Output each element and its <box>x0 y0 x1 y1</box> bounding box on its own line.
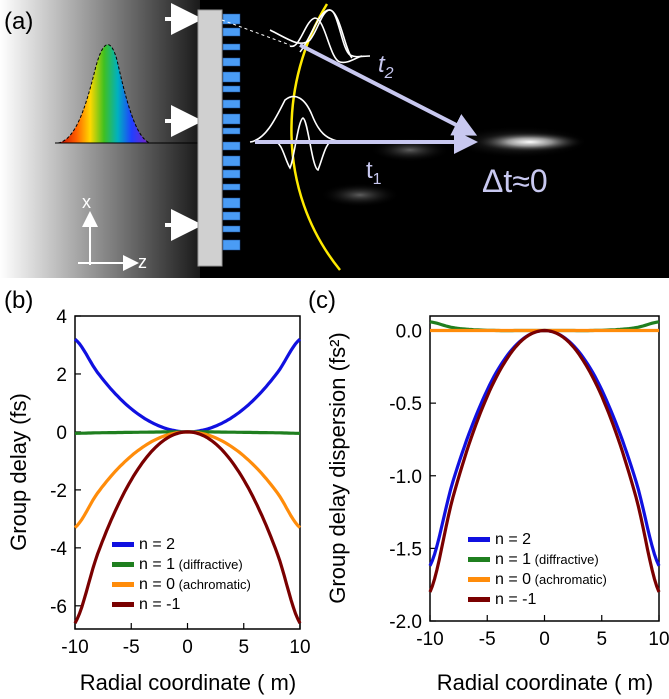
series-line <box>73 338 302 434</box>
pulse-bottom <box>249 95 346 172</box>
series-line <box>73 430 302 529</box>
t1-label: t1 <box>366 157 382 188</box>
y-tick-label: 0 <box>56 423 67 444</box>
x-tick-label: -5 <box>479 629 496 650</box>
x-tick-label: -5 <box>123 637 140 658</box>
x-tick-label: 5 <box>596 629 607 650</box>
chart-b-xlabel: Radial coordinate ( m) <box>80 670 296 695</box>
y-tick-label: -4 <box>50 539 67 560</box>
lens-substrate <box>197 9 223 267</box>
y-tick-label: -1.5 <box>389 539 422 560</box>
legend-swatch <box>468 597 490 602</box>
x-tick-label: 0 <box>182 637 193 658</box>
series-line <box>428 328 661 567</box>
legend-swatch <box>112 582 134 587</box>
legend-label: n = -1 <box>139 596 180 613</box>
series-line <box>73 430 302 624</box>
legend-label: n = 0 (achromatic) <box>139 576 251 593</box>
chart-b-ylabel: Group delay (fs) <box>6 393 31 551</box>
x-tick-label: -10 <box>416 629 443 650</box>
y-tick-label: -6 <box>50 597 67 618</box>
chart-c-xlabel: Radial coordinate ( m) <box>437 670 653 695</box>
legend-swatch <box>468 537 490 542</box>
chart-b: (b) -10 -5 0 5 10 4 2 0 -2 -4 -6 n = 2 n = 1 (diffr… <box>4 287 311 695</box>
wavefront-curve <box>290 3 341 271</box>
y-tick-label: 0.0 <box>396 322 422 343</box>
y-tick-label: -2 <box>50 481 67 502</box>
legend-label: n = -1 <box>495 591 536 608</box>
panel-a-illustration: (a) t2 t1 Δt≈0 x z <box>0 0 669 278</box>
legend-label: n = 0 (achromatic) <box>495 571 607 588</box>
x-tick-label: 10 <box>289 637 310 658</box>
legend-swatch <box>468 577 490 582</box>
chart-c: (c) -10 -5 0 5 10 0.0 -0.5 -1.0 -1.5 -2.0 n = 2 n … <box>308 287 669 695</box>
t2-label: t2 <box>378 51 394 82</box>
legend-label: n = 1 (diffractive) <box>495 551 599 568</box>
y-tick-label: 4 <box>56 307 67 328</box>
legend-label: n = 1 (diffractive) <box>139 556 243 573</box>
legend-swatch <box>112 602 134 607</box>
x-tick-label: 5 <box>238 637 249 658</box>
panel-b-label: (b) <box>4 287 33 314</box>
axis-z-label: z <box>138 252 147 272</box>
panel-a-label: (a) <box>4 8 33 35</box>
pulse-top <box>269 9 371 64</box>
delta-t-label: Δt≈0 <box>482 163 548 199</box>
chart-c-ylabel: Group delay dispersion (fs²) <box>325 332 350 603</box>
legend-label: n = 2 <box>495 531 531 548</box>
metalens-pillars <box>222 13 241 251</box>
series-line <box>428 328 661 593</box>
legend-swatch <box>112 562 134 567</box>
y-tick-label: -1.0 <box>389 467 422 488</box>
y-tick-label: -2.0 <box>389 612 422 633</box>
legend-label: n = 2 <box>139 536 175 553</box>
axis-x-label: x <box>82 192 91 212</box>
legend-swatch <box>468 557 490 562</box>
ray-arrow-t2 <box>299 43 478 136</box>
spectrum-pulse <box>57 44 151 144</box>
x-tick-label: -10 <box>61 637 88 658</box>
x-tick-label: 10 <box>648 629 669 650</box>
legend-swatch <box>112 542 134 547</box>
y-tick-label: 2 <box>56 365 67 386</box>
x-tick-label: 0 <box>539 629 550 650</box>
panel-c-label: (c) <box>308 287 336 314</box>
y-tick-label: -0.5 <box>389 394 422 415</box>
